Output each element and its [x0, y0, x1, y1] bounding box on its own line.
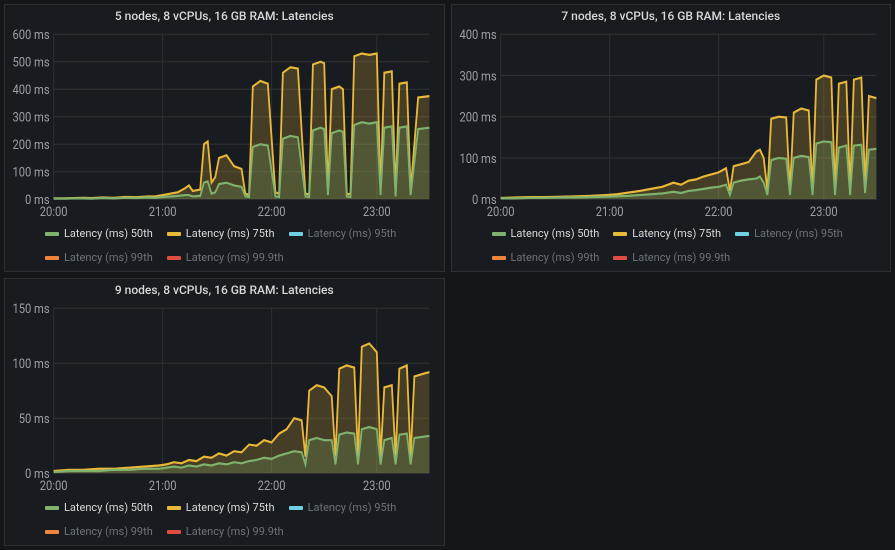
- legend-item[interactable]: Latency (ms) 50th: [45, 501, 153, 515]
- legend-label: Latency (ms) 50th: [64, 227, 153, 241]
- legend-label: Latency (ms) 99th: [511, 251, 600, 265]
- svg-text:200 ms: 200 ms: [12, 138, 49, 153]
- legend-label: Latency (ms) 99.9th: [186, 251, 284, 265]
- legend-item[interactable]: Latency (ms) 95th: [289, 227, 397, 241]
- chart-panel: 7 nodes, 8 vCPUs, 16 GB RAM: Latencies0 …: [451, 4, 892, 272]
- legend-item[interactable]: Latency (ms) 95th: [735, 227, 843, 241]
- svg-text:500 ms: 500 ms: [12, 56, 49, 71]
- legend-swatch: [45, 256, 59, 260]
- svg-text:22:00: 22:00: [704, 205, 732, 220]
- svg-text:21:00: 21:00: [595, 205, 623, 220]
- legend-label: Latency (ms) 99th: [64, 251, 153, 265]
- svg-text:600 ms: 600 ms: [12, 28, 49, 43]
- legend-label: Latency (ms) 95th: [754, 227, 843, 241]
- legend-swatch: [45, 530, 59, 534]
- svg-text:23:00: 23:00: [363, 205, 391, 220]
- legend-item[interactable]: Latency (ms) 50th: [492, 227, 600, 241]
- legend-swatch: [289, 506, 303, 510]
- legend-item[interactable]: Latency (ms) 99th: [492, 251, 600, 265]
- svg-text:20:00: 20:00: [40, 479, 68, 494]
- dashboard-grid: 5 nodes, 8 vCPUs, 16 GB RAM: Latencies0 …: [4, 4, 891, 546]
- svg-text:20:00: 20:00: [486, 205, 514, 220]
- legend-swatch: [289, 232, 303, 236]
- legend-swatch: [45, 506, 59, 510]
- chart-panel: 5 nodes, 8 vCPUs, 16 GB RAM: Latencies0 …: [4, 4, 445, 272]
- legend-swatch: [735, 232, 749, 236]
- svg-text:21:00: 21:00: [149, 479, 177, 494]
- legend-item[interactable]: Latency (ms) 99.9th: [167, 251, 284, 265]
- chart-area[interactable]: 0 ms50 ms100 ms150 ms20:0021:0022:0023:0…: [9, 301, 436, 495]
- svg-text:21:00: 21:00: [149, 205, 177, 220]
- legend-item[interactable]: Latency (ms) 75th: [167, 227, 275, 241]
- legend-item[interactable]: Latency (ms) 50th: [45, 227, 153, 241]
- legend-item[interactable]: Latency (ms) 99.9th: [167, 525, 284, 539]
- legend: Latency (ms) 50th Latency (ms) 75th Latenc…: [5, 497, 444, 545]
- legend-label: Latency (ms) 75th: [186, 227, 275, 241]
- legend-label: Latency (ms) 50th: [64, 501, 153, 515]
- chart-area[interactable]: 0 ms100 ms200 ms300 ms400 ms500 ms600 ms…: [9, 27, 436, 221]
- svg-text:23:00: 23:00: [809, 205, 837, 220]
- svg-text:20:00: 20:00: [40, 205, 68, 220]
- svg-text:400 ms: 400 ms: [12, 83, 49, 98]
- svg-text:400 ms: 400 ms: [459, 28, 496, 43]
- legend-item[interactable]: Latency (ms) 75th: [167, 501, 275, 515]
- legend-label: Latency (ms) 99.9th: [186, 525, 284, 539]
- legend-label: Latency (ms) 50th: [511, 227, 600, 241]
- svg-text:23:00: 23:00: [363, 479, 391, 494]
- legend-swatch: [492, 256, 506, 260]
- legend: Latency (ms) 50th Latency (ms) 75th Latenc…: [5, 223, 444, 271]
- legend-label: Latency (ms) 75th: [632, 227, 721, 241]
- legend: Latency (ms) 50th Latency (ms) 75th Latenc…: [452, 223, 891, 271]
- legend-label: Latency (ms) 99.9th: [632, 251, 730, 265]
- svg-text:50 ms: 50 ms: [19, 412, 50, 427]
- panel-title: 7 nodes, 8 vCPUs, 16 GB RAM: Latencies: [452, 5, 891, 25]
- svg-text:300 ms: 300 ms: [459, 70, 496, 85]
- panel-title: 9 nodes, 8 vCPUs, 16 GB RAM: Latencies: [5, 279, 444, 299]
- svg-text:150 ms: 150 ms: [12, 302, 49, 317]
- legend-swatch: [492, 232, 506, 236]
- legend-label: Latency (ms) 75th: [186, 501, 275, 515]
- legend-swatch: [45, 232, 59, 236]
- legend-swatch: [613, 232, 627, 236]
- svg-text:22:00: 22:00: [258, 479, 286, 494]
- svg-text:300 ms: 300 ms: [12, 111, 49, 126]
- legend-item[interactable]: Latency (ms) 75th: [613, 227, 721, 241]
- chart-panel: 9 nodes, 8 vCPUs, 16 GB RAM: Latencies0 …: [4, 278, 445, 546]
- svg-text:100 ms: 100 ms: [12, 166, 49, 181]
- legend-item[interactable]: Latency (ms) 99.9th: [613, 251, 730, 265]
- svg-text:100 ms: 100 ms: [12, 357, 49, 372]
- legend-label: Latency (ms) 95th: [308, 227, 397, 241]
- legend-item[interactable]: Latency (ms) 99th: [45, 251, 153, 265]
- legend-swatch: [167, 530, 181, 534]
- legend-item[interactable]: Latency (ms) 99th: [45, 525, 153, 539]
- legend-label: Latency (ms) 99th: [64, 525, 153, 539]
- chart-area[interactable]: 0 ms100 ms200 ms300 ms400 ms20:0021:0022…: [456, 27, 883, 221]
- svg-text:100 ms: 100 ms: [459, 152, 496, 167]
- legend-swatch: [613, 256, 627, 260]
- panel-title: 5 nodes, 8 vCPUs, 16 GB RAM: Latencies: [5, 5, 444, 25]
- legend-swatch: [167, 232, 181, 236]
- legend-swatch: [167, 256, 181, 260]
- legend-label: Latency (ms) 95th: [308, 501, 397, 515]
- legend-swatch: [167, 506, 181, 510]
- svg-text:200 ms: 200 ms: [459, 111, 496, 126]
- svg-text:22:00: 22:00: [258, 205, 286, 220]
- legend-item[interactable]: Latency (ms) 95th: [289, 501, 397, 515]
